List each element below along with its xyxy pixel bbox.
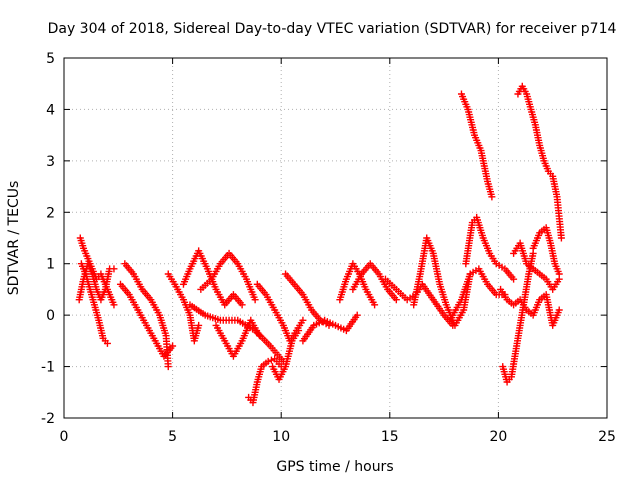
- x-tick-label: 0: [60, 429, 69, 445]
- y-tick-label: 4: [46, 102, 55, 118]
- series-track-9: [212, 316, 263, 360]
- series-track-3: [77, 260, 111, 347]
- x-tick-labels: 0 5 10 15 20 25: [60, 429, 616, 445]
- data-point: [299, 316, 307, 324]
- series-track-27: [497, 285, 563, 329]
- data-point: [392, 296, 400, 304]
- x-tick-label: 25: [598, 429, 616, 445]
- data-point: [110, 301, 118, 309]
- y-tick-label: 1: [46, 257, 55, 273]
- series-track-10: [186, 301, 287, 365]
- grid: [64, 58, 607, 418]
- data-marks: [75, 82, 565, 407]
- series-track-20: [457, 90, 496, 201]
- x-tick-label: 20: [489, 429, 507, 445]
- y-tick-label: -2: [41, 411, 55, 427]
- series-track-24: [514, 82, 565, 242]
- chart-title: Day 304 of 2018, Sidereal Day-to-day VTE…: [48, 21, 617, 37]
- series-track-26: [529, 224, 563, 278]
- series-track-5: [116, 280, 177, 360]
- x-axis-label: GPS time / hours: [276, 459, 393, 475]
- series-track-15: [299, 311, 361, 345]
- y-tick-label: -1: [41, 360, 55, 376]
- series-track-21: [462, 213, 518, 283]
- x-tick-label: 15: [381, 429, 399, 445]
- data-point: [110, 265, 118, 273]
- data-point: [371, 301, 379, 309]
- series-track-25: [510, 239, 563, 293]
- data-point: [164, 363, 172, 371]
- data-point: [353, 311, 361, 319]
- data-point: [555, 270, 563, 278]
- series-track-6: [164, 270, 203, 345]
- y-axis-label: SDTVAR / TECUs: [6, 181, 22, 296]
- y-tick-label: 3: [46, 154, 55, 170]
- data-point: [557, 234, 565, 242]
- plot-frame: [63, 57, 608, 419]
- series-track-11: [245, 355, 285, 407]
- series-track-4: [121, 260, 172, 371]
- data-point: [267, 356, 275, 364]
- series-track-14: [282, 270, 333, 329]
- data-point: [488, 193, 496, 201]
- data-point: [251, 296, 259, 304]
- data-point: [510, 275, 518, 283]
- data-point: [295, 327, 303, 335]
- data-point: [103, 339, 111, 347]
- y-tick-label: 2: [46, 205, 55, 221]
- data-point: [555, 306, 563, 314]
- data-point: [195, 321, 203, 329]
- series-track-17: [336, 260, 379, 309]
- series-track-13: [269, 327, 303, 383]
- data-point: [169, 342, 177, 350]
- data-point: [264, 357, 272, 365]
- x-tick-label: 5: [168, 429, 177, 445]
- y-tick-label: 0: [46, 308, 55, 324]
- series-track-22: [449, 265, 509, 319]
- x-tick-label: 10: [272, 429, 290, 445]
- series-track-8: [197, 249, 259, 304]
- y-tick-label: 5: [46, 51, 55, 67]
- axis-ticks: [63, 57, 608, 419]
- data-point: [238, 301, 246, 309]
- y-tick-labels: -2 -1 0 1 2 3 4 5: [41, 51, 55, 427]
- series-track-7: [179, 247, 246, 309]
